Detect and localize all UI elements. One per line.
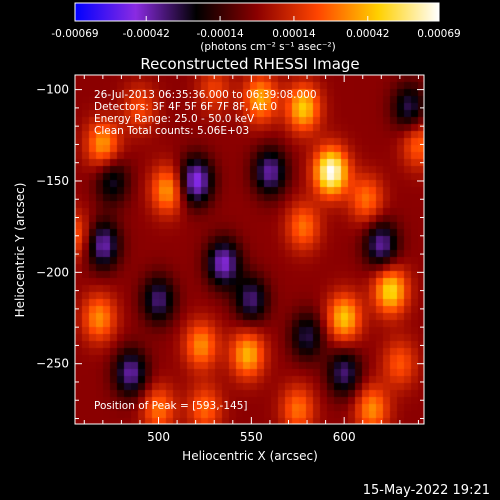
x-tick-label: 550 <box>240 430 263 444</box>
chart-title: Reconstructed RHESSI Image <box>140 55 359 73</box>
colorbar-tick-label: -0.00069 <box>51 28 98 40</box>
colorbar-tick-label: -0.00042 <box>123 28 170 40</box>
annotation-energy-range: Energy Range: 25.0 - 50.0 keV <box>94 113 255 125</box>
y-axis: −100 −150 −200 −250 <box>36 83 424 420</box>
y-tick-label: −250 <box>36 357 69 371</box>
plot-frame <box>74 74 425 425</box>
colorbar-tick-label: 0.00014 <box>272 28 316 40</box>
x-axis: 500 550 600 <box>83 75 419 444</box>
x-tick-label: 600 <box>333 430 356 444</box>
colorbar-units-label: (photons cm⁻² s⁻¹ asec⁻²) <box>200 41 335 53</box>
annotation-clean-counts: Clean Total counts: 5.06E+03 <box>94 125 249 137</box>
x-axis-label: Heliocentric X (arcsec) <box>182 449 318 463</box>
annotation-peak-position: Position of Peak = [593,-145] <box>94 400 248 412</box>
colorbar-gradient <box>74 2 440 22</box>
footer-date: 15-May-2022 19:21 <box>363 483 490 498</box>
colorbar-tick-label: -0.00014 <box>196 28 244 40</box>
y-axis-label: Heliocentric Y (arcsec) <box>13 183 27 318</box>
colorbar-tick-label: 0.00042 <box>346 28 389 40</box>
x-tick-label: 500 <box>147 430 170 444</box>
annotations: 26-Jul-2013 06:35:36.000 to 06:39:08.000… <box>94 89 317 412</box>
y-tick-label: −150 <box>36 174 69 188</box>
y-tick-label: −100 <box>36 83 69 97</box>
colorbar-tick-label: 0.00069 <box>417 28 460 40</box>
annotation-detectors: Detectors: 3F 4F 5F 6F 7F 8F, Att 0 <box>94 101 277 113</box>
colorbar: -0.00069 -0.00042 -0.00014 0.00014 0.00042 0.… <box>51 2 461 53</box>
heatmap-image <box>75 75 424 424</box>
annotation-time-range: 26-Jul-2013 06:35:36.000 to 06:39:08.000 <box>94 89 317 101</box>
y-tick-label: −200 <box>36 265 69 279</box>
